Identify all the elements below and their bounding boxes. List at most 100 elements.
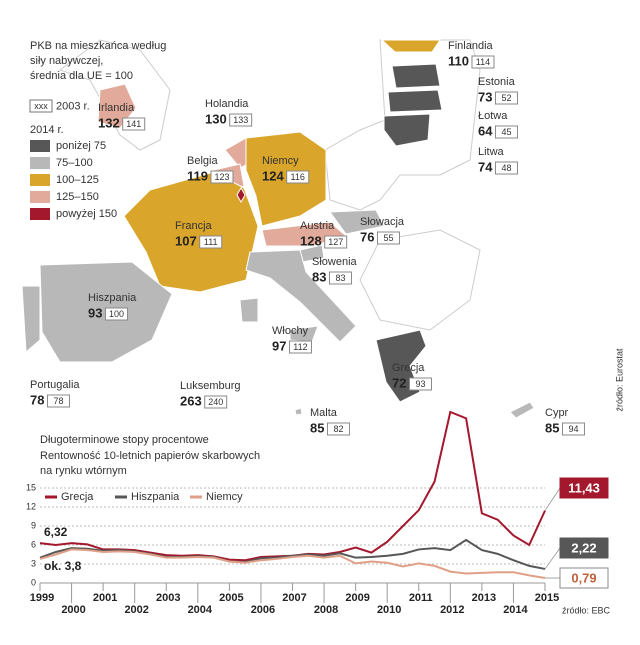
value-2003: 114 bbox=[476, 57, 490, 67]
x-tick-label: 2002 bbox=[124, 604, 148, 616]
country-value: 85 bbox=[310, 420, 324, 435]
value-2003: 45 bbox=[501, 127, 511, 137]
country-value: 74 bbox=[478, 159, 493, 174]
country-value: 78 bbox=[30, 392, 44, 407]
value-2003: 123 bbox=[214, 172, 229, 182]
value-2003: 48 bbox=[501, 163, 511, 173]
value-2003: 111 bbox=[204, 237, 218, 247]
x-tick-label: 2009 bbox=[345, 592, 369, 604]
value-2003: 240 bbox=[208, 397, 223, 407]
chart-subtitle: na rynku wtórnym bbox=[40, 465, 127, 477]
annotation: ok. 3,8 bbox=[44, 559, 82, 573]
legend-title: 2014 r. bbox=[30, 124, 64, 136]
key-label: 2003 r. bbox=[56, 100, 90, 112]
x-tick-label: 2010 bbox=[377, 604, 401, 616]
map-title: PKB na mieszkańca według bbox=[30, 40, 166, 52]
x-tick-label: 1999 bbox=[30, 592, 54, 604]
x-tick-label: 2001 bbox=[93, 592, 117, 604]
end-label: 11,43 bbox=[568, 480, 600, 495]
country-name: Litwa bbox=[478, 146, 505, 158]
value-2003: 52 bbox=[501, 93, 511, 103]
country-value: 107 bbox=[175, 233, 197, 248]
x-tick-label: 2013 bbox=[472, 592, 496, 604]
country-name: Irlandia bbox=[98, 102, 135, 114]
x-tick-label: 2003 bbox=[156, 592, 180, 604]
legend-swatch bbox=[30, 157, 50, 169]
country-value: 64 bbox=[478, 123, 493, 138]
x-tick-label: 2000 bbox=[61, 604, 85, 616]
key-box-text: xxx bbox=[34, 101, 48, 111]
map-title: siły nabywczej, bbox=[30, 55, 103, 67]
value-2003: 93 bbox=[415, 379, 425, 389]
value-2003: 112 bbox=[293, 342, 307, 352]
end-label: 2,22 bbox=[571, 540, 596, 555]
country-name: Łotwa bbox=[478, 110, 508, 122]
country-name: Malta bbox=[310, 407, 338, 419]
legend-label: 125–150 bbox=[56, 191, 99, 203]
value-2003: 100 bbox=[109, 309, 124, 319]
end-label: 0,79 bbox=[571, 570, 596, 585]
x-tick-label: 2011 bbox=[409, 592, 433, 604]
country-value: 110 bbox=[448, 53, 469, 68]
country-value: 132 bbox=[98, 115, 120, 130]
country-value: 119 bbox=[187, 168, 208, 183]
country-name: Holandia bbox=[205, 98, 249, 110]
chart-title: Długoterminowe stopy procentowe bbox=[40, 434, 209, 446]
country-shape bbox=[392, 64, 440, 88]
x-tick-label: 2012 bbox=[440, 604, 464, 616]
y-tick-label: 12 bbox=[26, 501, 36, 511]
country-value: 97 bbox=[272, 338, 286, 353]
legend-label: poniżej 75 bbox=[56, 140, 106, 152]
country-value: 263 bbox=[180, 393, 202, 408]
country-value: 93 bbox=[88, 305, 102, 320]
country-name: Francja bbox=[175, 220, 213, 232]
value-2003: 94 bbox=[568, 424, 578, 434]
y-tick-label: 0 bbox=[31, 577, 36, 587]
chart-subtitle: Rentowność 10-letnich papierów skarbowyc… bbox=[40, 450, 260, 462]
x-tick-label: 2005 bbox=[219, 592, 243, 604]
value-2003: 141 bbox=[126, 119, 141, 129]
country-value: 73 bbox=[478, 89, 492, 104]
country-name: Włochy bbox=[272, 325, 309, 337]
legend-swatch bbox=[30, 140, 50, 152]
legend-swatch bbox=[30, 174, 50, 186]
x-tick-label: 2015 bbox=[535, 592, 559, 604]
country-value: 83 bbox=[312, 269, 326, 284]
country-name: Cypr bbox=[545, 407, 569, 419]
value-2003: 133 bbox=[233, 115, 248, 125]
country-name: Estonia bbox=[478, 76, 516, 88]
x-tick-label: 2004 bbox=[188, 604, 213, 616]
country-value: 72 bbox=[392, 375, 406, 390]
legend-swatch bbox=[30, 191, 50, 203]
y-tick-label: 6 bbox=[31, 539, 36, 549]
value-2003: 82 bbox=[333, 424, 343, 434]
country-name: Finlandia bbox=[448, 40, 494, 52]
country-name: Słowacja bbox=[360, 216, 405, 228]
country-value: 128 bbox=[300, 233, 322, 248]
country-value: 130 bbox=[205, 111, 227, 126]
legend-label: Niemcy bbox=[206, 491, 243, 503]
x-tick-label: 2006 bbox=[251, 604, 275, 616]
country-name: Niemcy bbox=[262, 155, 299, 167]
country-value: 124 bbox=[262, 168, 284, 183]
value-2003: 127 bbox=[328, 237, 343, 247]
map-title: średnia dla UE = 100 bbox=[30, 70, 133, 82]
country-name: Hiszpania bbox=[88, 292, 137, 304]
annotation: 6,32 bbox=[44, 525, 68, 539]
y-tick-label: 3 bbox=[31, 558, 36, 568]
y-tick-label: 9 bbox=[31, 520, 36, 530]
country-name: Luksemburg bbox=[180, 380, 241, 392]
legend-label: 100–125 bbox=[56, 174, 99, 186]
value-2003: 78 bbox=[53, 396, 63, 406]
y-tick-label: 15 bbox=[26, 482, 36, 492]
value-2003: 116 bbox=[291, 172, 305, 182]
chart-source: źródło: EBC bbox=[562, 605, 611, 615]
x-tick-label: 2008 bbox=[314, 604, 338, 616]
country-name: Grecja bbox=[392, 362, 425, 374]
value-2003: 55 bbox=[383, 233, 393, 243]
country-value: 85 bbox=[545, 420, 559, 435]
legend-label: 75–100 bbox=[56, 157, 93, 169]
country-name: Belgia bbox=[187, 155, 218, 167]
legend-label: Grecja bbox=[61, 491, 94, 503]
